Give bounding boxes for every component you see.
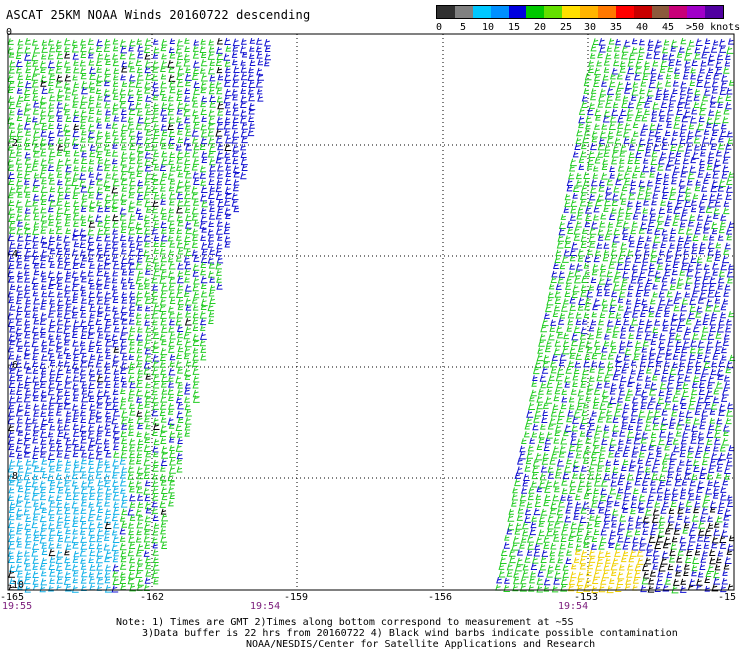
legend-label: >50 knots: [686, 22, 740, 33]
y-tick-label: -10: [6, 580, 25, 591]
legend-color-swatch: [526, 6, 545, 18]
legend-label: 30: [584, 22, 597, 33]
map-frame: [7, 33, 735, 591]
legend-label: 5: [460, 22, 467, 33]
legend-color-swatch: [437, 6, 455, 18]
legend-color-swatch: [580, 6, 598, 18]
legend-color-swatch: [669, 6, 688, 18]
legend-color-swatch: [705, 6, 723, 18]
legend-label: 25: [560, 22, 573, 33]
legend-color-swatch: [615, 6, 634, 18]
wind-speed-legend: 0 5 10 15 20 25 30 35 40 45 >50 knots: [436, 5, 740, 33]
legend-color-swatch: [490, 6, 509, 18]
footnote-line-2: 3)Data buffer is 22 hrs from 20160722 4)…: [142, 628, 678, 639]
y-tick-label: -8: [6, 471, 19, 482]
map-title: ASCAT 25KM NOAA Winds 20160722 descendin…: [6, 8, 311, 22]
x-tick-label: -153: [574, 592, 599, 603]
legend-color-swatch: [454, 6, 473, 18]
legend-label: 45: [662, 22, 675, 33]
legend-label: 10: [482, 22, 495, 33]
legend-label: 40: [636, 22, 649, 33]
legend-color-swatch: [687, 6, 706, 18]
legend-color-swatch: [508, 6, 527, 18]
footnote-credit: NOAA/NESDIS/Center for Satellite Applica…: [246, 639, 596, 650]
x-tick-label: -165: [0, 592, 25, 603]
swath-time: 19:54: [558, 601, 589, 612]
legend-label: 15: [508, 22, 521, 33]
footnote-line-1: Note: 1) Times are GMT 2)Times along bot…: [116, 617, 574, 628]
swath-time: 19:54: [250, 601, 281, 612]
y-tick-label: -4: [6, 249, 19, 260]
y-tick-label: -6: [6, 360, 19, 371]
legend-color-swatch: [651, 6, 670, 18]
x-tick-label: -15: [718, 592, 737, 603]
wind-barbs: [7, 37, 736, 594]
y-tick-label: 0: [6, 27, 13, 38]
legend-color-swatch: [472, 6, 491, 18]
legend-color-swatch: [562, 6, 580, 18]
swath-time: 19:55: [2, 601, 33, 612]
legend-color-swatch: [633, 6, 652, 18]
x-tick-label: -156: [428, 592, 453, 603]
x-tick-label: -162: [140, 592, 165, 603]
y-tick-label: -2: [6, 138, 19, 149]
legend-color-swatch: [544, 6, 563, 18]
legend-color-swatch: [597, 6, 616, 18]
legend-label: 35: [610, 22, 623, 33]
legend-label: 0: [436, 22, 443, 33]
legend-label: 20: [534, 22, 547, 33]
color-scale-bar: [436, 5, 724, 19]
x-tick-label: -159: [284, 592, 309, 603]
